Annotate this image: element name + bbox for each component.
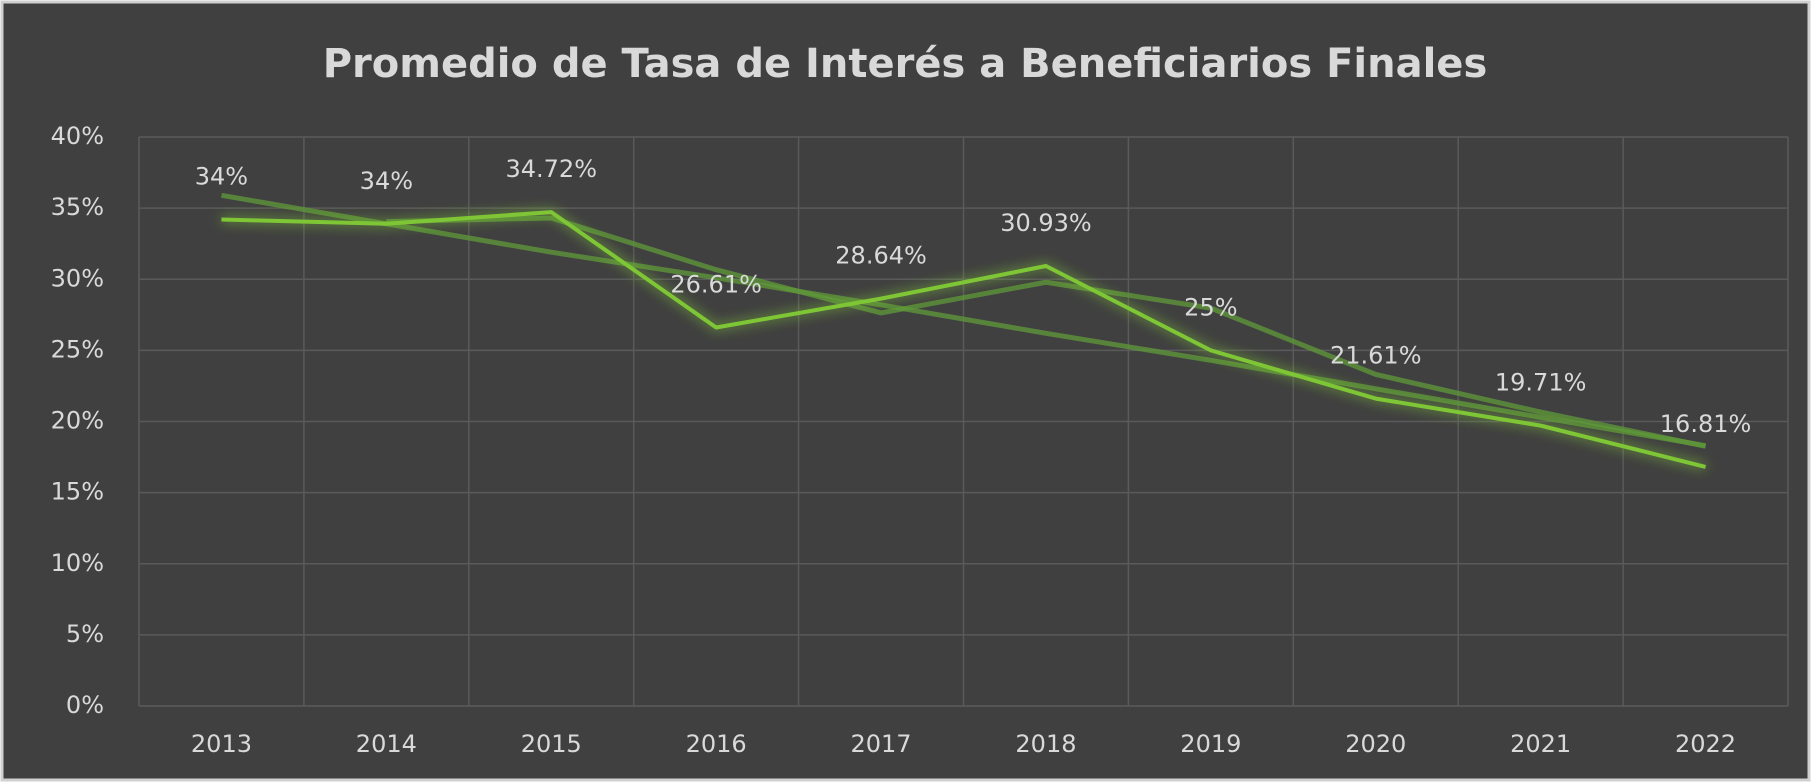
x-tick-label: 2020 — [1345, 730, 1406, 758]
data-label: 19.71% — [1495, 369, 1587, 397]
y-tick-label: 10% — [51, 549, 104, 577]
x-tick-label: 2021 — [1510, 730, 1571, 758]
y-tick-label: 25% — [51, 335, 104, 363]
data-label: 30.93% — [1000, 209, 1092, 237]
data-label: 28.64% — [835, 242, 927, 270]
y-tick-label: 15% — [51, 478, 104, 506]
x-tick-label: 2013 — [191, 730, 252, 758]
data-label: 34% — [360, 167, 413, 195]
y-tick-label: 30% — [51, 264, 104, 292]
x-tick-label: 2022 — [1675, 730, 1736, 758]
data-label: 25% — [1184, 293, 1237, 321]
x-tick-label: 2015 — [521, 730, 582, 758]
data-label: 16.81% — [1660, 410, 1752, 438]
y-tick-label: 20% — [51, 407, 104, 435]
x-tick-label: 2019 — [1180, 730, 1241, 758]
data-label: 21.61% — [1330, 342, 1422, 370]
y-tick-label: 0% — [66, 691, 104, 719]
data-label: 34% — [195, 163, 248, 191]
x-tick-label: 2017 — [851, 730, 912, 758]
chart-title: Promedio de Tasa de Interés a Beneficiar… — [323, 41, 1488, 87]
data-line — [221, 210, 1707, 469]
trend-line — [221, 192, 1706, 449]
x-tick-label: 2016 — [686, 730, 747, 758]
y-tick-label: 35% — [51, 193, 104, 221]
data-label: 26.61% — [670, 270, 762, 298]
y-tick-label: 40% — [51, 122, 104, 150]
x-tick-label: 2018 — [1015, 730, 1076, 758]
y-tick-label: 5% — [66, 620, 104, 648]
data-label: 34.72% — [505, 155, 597, 183]
trend-line — [386, 215, 1707, 449]
x-tick-label: 2014 — [356, 730, 417, 758]
